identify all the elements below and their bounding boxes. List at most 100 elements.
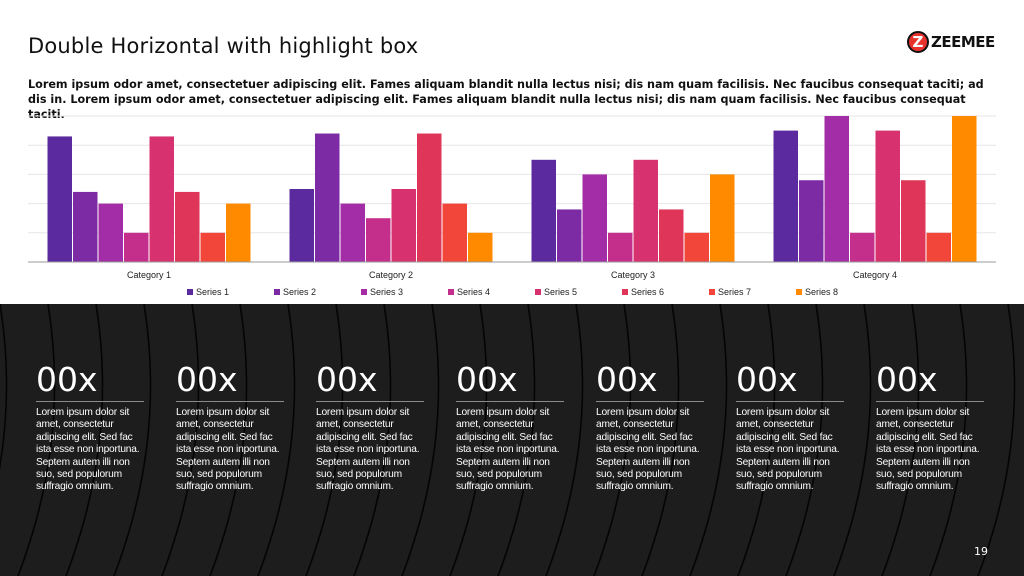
decorative-curve — [929, 304, 968, 576]
decorative-curve — [449, 304, 488, 576]
stat-description: Lorem ipsum dolor sit amet, consectetur … — [736, 407, 840, 493]
bar — [149, 136, 174, 262]
stat-card: 00x Lorem ipsum dolor sit amet, consectet… — [176, 360, 284, 494]
decorative-curve — [0, 304, 8, 471]
legend-swatch — [796, 289, 802, 295]
bar — [289, 189, 314, 262]
stat-divider — [456, 401, 564, 402]
legend-label: Series 5 — [544, 287, 577, 297]
legend-label: Series 3 — [370, 287, 403, 297]
stat-divider — [876, 401, 984, 402]
bar — [200, 232, 225, 262]
stat-card: 00x Lorem ipsum dolor sit amet, consectet… — [596, 360, 704, 494]
bar — [557, 209, 582, 262]
stat-description: Lorem ipsum dolor sit amet, consectetur … — [876, 407, 980, 493]
stat-card: 00x Lorem ipsum dolor sit amet, consectet… — [36, 360, 144, 494]
decorative-curve — [497, 304, 536, 576]
bar — [773, 130, 798, 262]
bar — [417, 133, 442, 262]
x-tick-label: Category 4 — [853, 270, 897, 280]
decorative-curve — [161, 304, 200, 576]
bar — [582, 174, 607, 262]
stat-value: 00x — [316, 360, 378, 399]
highlight-box: 00x Lorem ipsum dolor sit amet, consectet… — [0, 304, 1024, 576]
stat-value: 00x — [36, 360, 98, 399]
decorative-curve — [209, 304, 248, 576]
bar — [633, 159, 658, 262]
bar — [47, 136, 72, 262]
bar — [366, 218, 391, 262]
decorative-curve — [65, 304, 104, 576]
bar-chart: Category 1 Category 2 Category 3 Category 4… — [28, 115, 996, 297]
legend-swatch — [187, 289, 193, 295]
bar — [315, 133, 340, 262]
bar — [442, 203, 467, 262]
bar — [926, 232, 951, 262]
decorative-curve — [401, 304, 440, 576]
stat-value: 00x — [596, 360, 658, 399]
stat-value: 00x — [736, 360, 798, 399]
bar — [340, 203, 365, 262]
decorative-curve — [257, 304, 296, 576]
background-curves — [0, 304, 1016, 576]
bar — [175, 191, 200, 262]
bar — [684, 232, 709, 262]
x-tick-label: Category 2 — [369, 270, 413, 280]
legend-swatch — [361, 289, 367, 295]
decorative-curve — [305, 304, 344, 576]
stat-card: 00x Lorem ipsum dolor sit amet, consectet… — [736, 360, 844, 494]
legend-swatch — [274, 289, 280, 295]
bar — [226, 203, 251, 262]
bar — [531, 159, 556, 262]
stat-description: Lorem ipsum dolor sit amet, consectetur … — [596, 407, 700, 493]
legend-swatch — [448, 289, 454, 295]
decorative-curve — [641, 304, 680, 576]
bar — [124, 232, 149, 262]
stat-card: 00x Lorem ipsum dolor sit amet, consectet… — [876, 360, 984, 494]
top-panel: Double Horizontal with highlight box Z Z… — [28, 29, 996, 297]
stat-card: 00x Lorem ipsum dolor sit amet, consectet… — [456, 360, 564, 494]
bar — [468, 232, 493, 262]
bar — [659, 209, 684, 262]
stat-value: 00x — [456, 360, 518, 399]
decorative-curve — [353, 304, 392, 576]
stat-divider — [36, 401, 144, 402]
decorative-curve — [689, 304, 728, 576]
decorative-curve — [737, 304, 776, 576]
slide-title: Double Horizontal with highlight box — [28, 34, 419, 58]
decorative-curve — [833, 304, 872, 576]
stat-description: Lorem ipsum dolor sit amet, consectetur … — [36, 407, 140, 493]
stat-value: 00x — [176, 360, 238, 399]
bar — [799, 180, 824, 262]
page-number: 19 — [974, 545, 988, 558]
bar — [901, 180, 926, 262]
legend-label: Series 2 — [283, 287, 316, 297]
decorative-curve — [545, 304, 584, 576]
stat-divider — [316, 401, 424, 402]
bar — [608, 232, 633, 262]
stat-description: Lorem ipsum dolor sit amet, consectetur … — [316, 407, 420, 493]
slide-subtitle: Lorem ipsum odor amet, consectetuer adip… — [28, 78, 984, 121]
stat-value: 00x — [876, 360, 938, 399]
legend-label: Series 8 — [805, 287, 838, 297]
bar — [710, 174, 735, 262]
bar — [952, 116, 977, 262]
stat-divider — [176, 401, 284, 402]
stat-divider — [736, 401, 844, 402]
legend-label: Series 4 — [457, 287, 490, 297]
legend-label: Series 6 — [631, 287, 664, 297]
stat-card: 00x Lorem ipsum dolor sit amet, consectet… — [316, 360, 424, 494]
brand-logo: Z ZEEMEE — [907, 29, 995, 55]
decorative-curve — [593, 304, 632, 576]
legend-swatch — [709, 289, 715, 295]
legend-label: Series 7 — [718, 287, 751, 297]
legend-label: Series 1 — [196, 287, 229, 297]
decorative-curve — [17, 304, 56, 576]
bar — [73, 191, 98, 262]
decorative-curve — [881, 304, 920, 576]
logo-mark-icon: Z — [907, 31, 929, 53]
legend-swatch — [535, 289, 541, 295]
decorative-curve — [785, 304, 824, 576]
legend-swatch — [622, 289, 628, 295]
